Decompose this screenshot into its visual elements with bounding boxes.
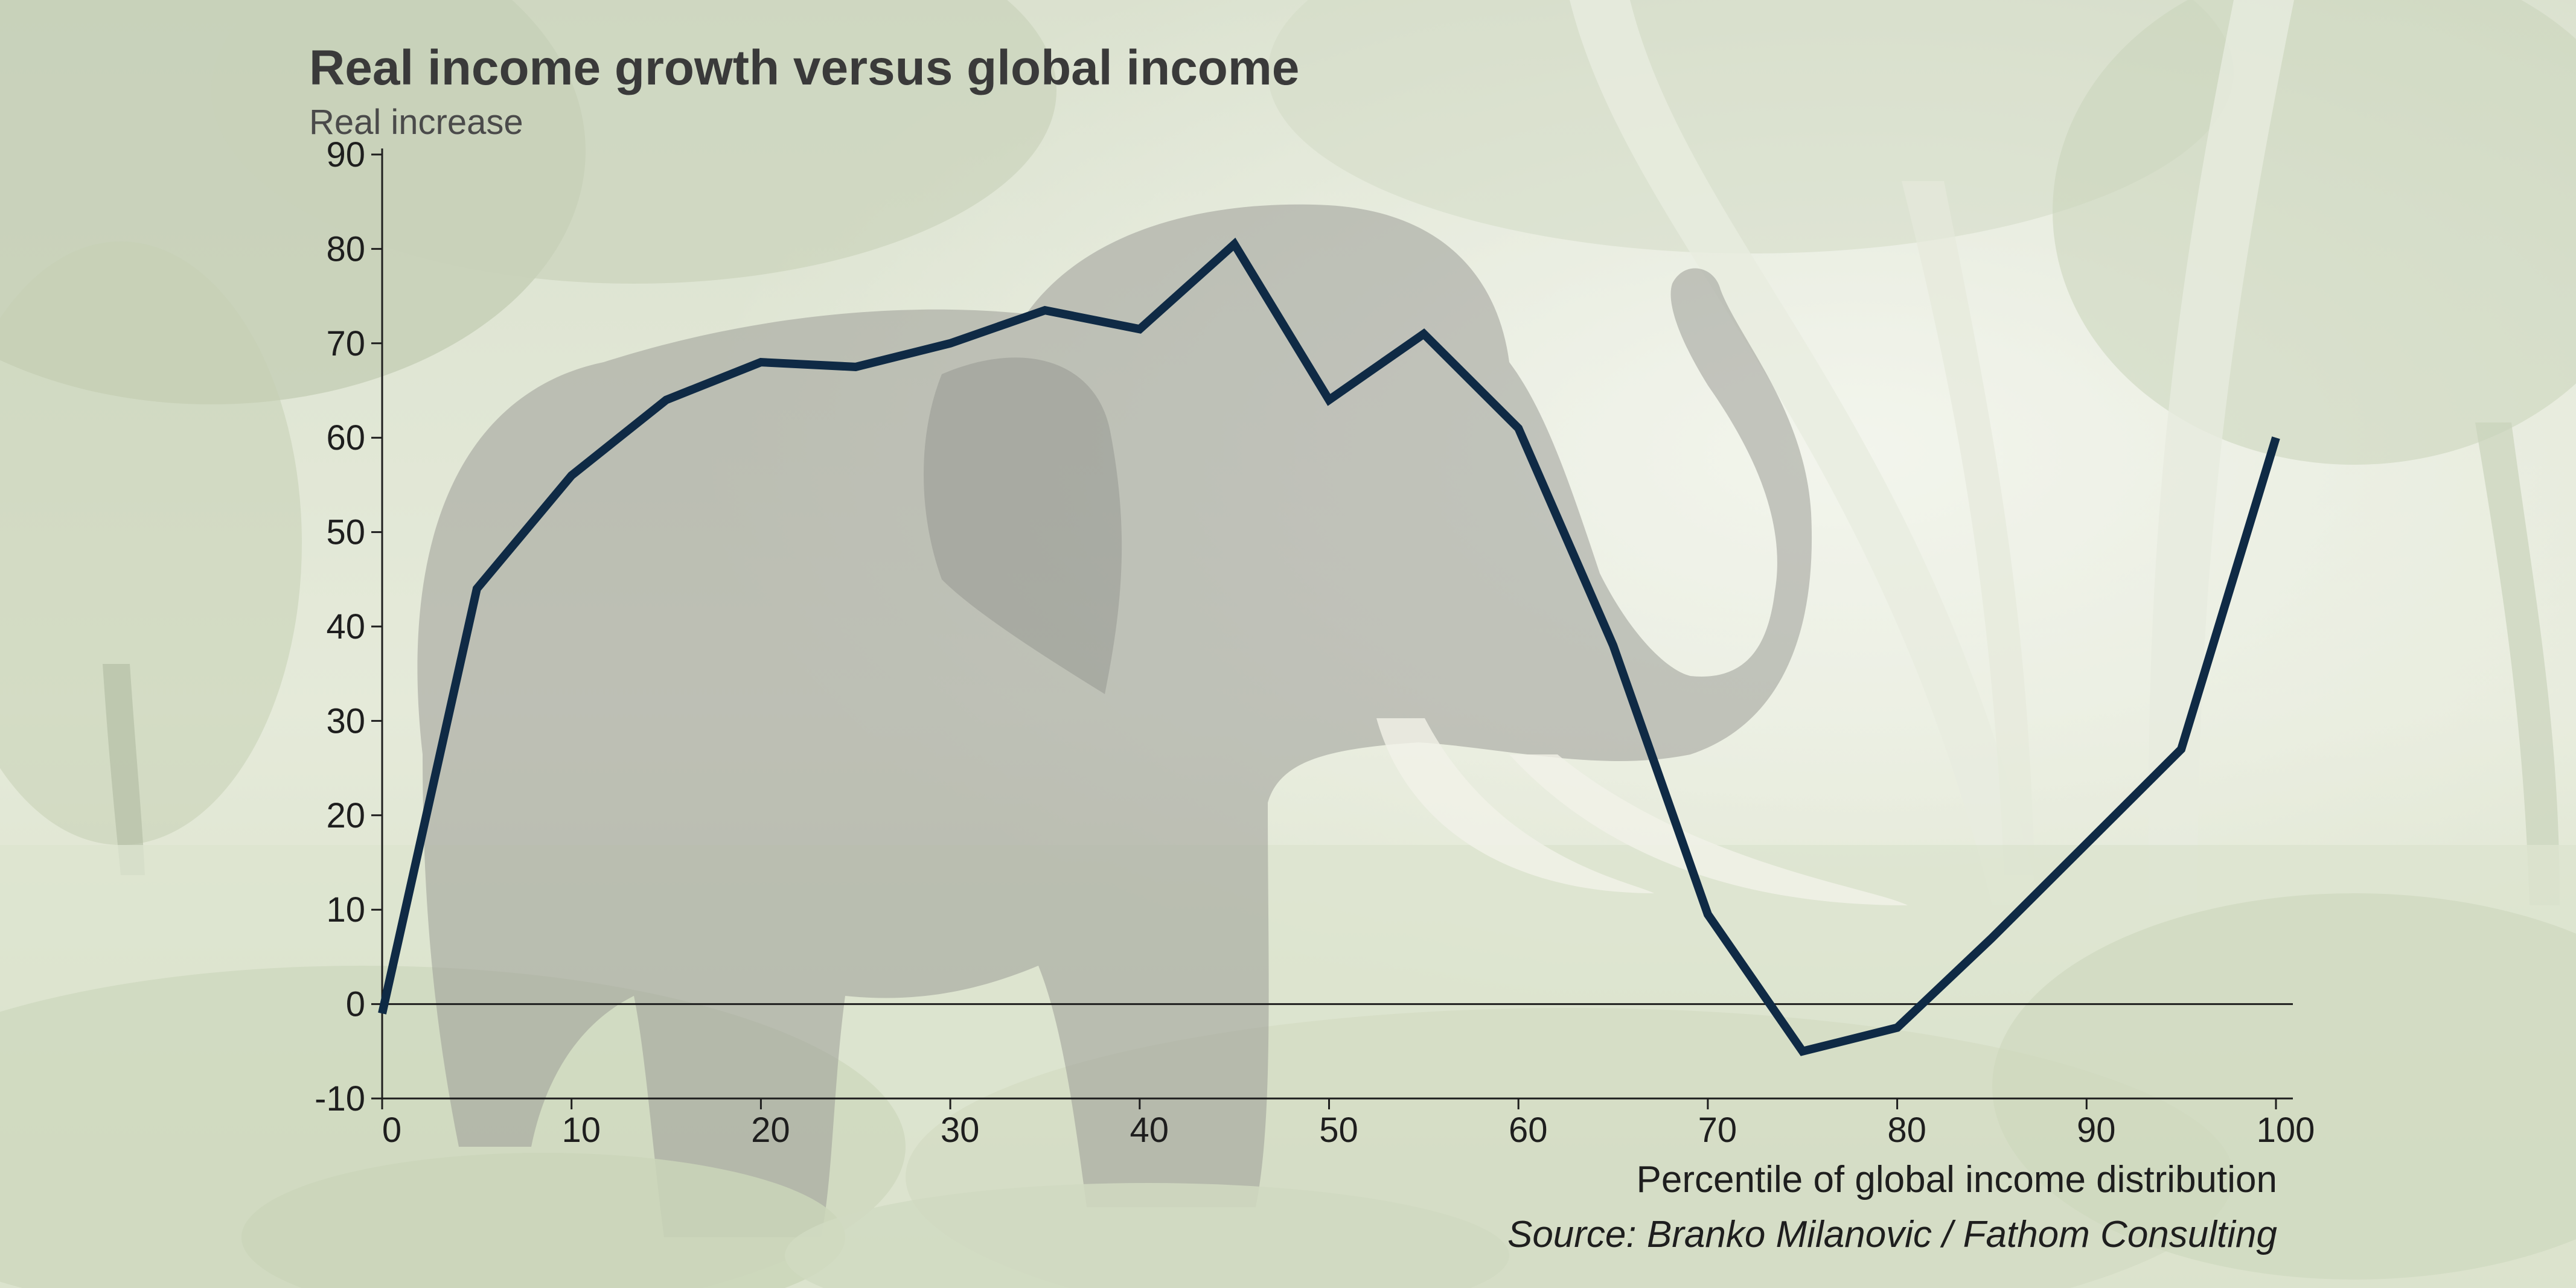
x-tick-label: 10	[561, 1111, 601, 1150]
elephant-body	[417, 204, 1812, 1237]
y-tick-label: 60	[326, 418, 365, 457]
x-tick-label: 50	[1319, 1111, 1358, 1150]
source-note: Source: Branko Milanovic / Fathom Consul…	[1507, 1214, 2277, 1255]
chart-subtitle: Real increase	[309, 103, 523, 142]
x-tick-label: 80	[1887, 1111, 1926, 1150]
x-tick-label: 70	[1698, 1111, 1737, 1150]
x-axis-label: Percentile of global income distribution	[1637, 1159, 2277, 1200]
y-tick-label: 30	[326, 701, 365, 741]
y-tick-label: 0	[346, 985, 365, 1024]
chart-title: Real income growth versus global income	[309, 40, 1299, 95]
x-tick-label: 40	[1130, 1111, 1169, 1150]
series-group	[378, 237, 2280, 1056]
x-axis-ticks: 0 10 20 30 40 50 60 70 80 90 100	[381, 1098, 2315, 1150]
y-tick-label: 40	[326, 607, 365, 646]
x-tick-label: 30	[941, 1111, 980, 1150]
y-tick-label: 90	[326, 135, 365, 174]
y-tick-label: 80	[326, 229, 365, 269]
x-tick-label: 0	[382, 1111, 401, 1150]
y-tick-label: 70	[326, 324, 365, 363]
x-tick-label: 100	[2257, 1111, 2315, 1150]
series-line-real-income-growth	[378, 237, 2280, 1056]
y-tick-label: 10	[326, 890, 365, 929]
x-tick-label: 60	[1509, 1111, 1548, 1150]
y-tick-label: -10	[315, 1079, 365, 1118]
axes	[381, 148, 2293, 1100]
y-axis-ticks: -10 0 10 20 30 40 50 60 70 80 90	[315, 135, 382, 1118]
x-tick-label: 90	[2077, 1111, 2116, 1150]
y-tick-label: 50	[326, 513, 365, 552]
y-tick-label: 20	[326, 796, 365, 835]
x-tick-label: 20	[751, 1111, 790, 1150]
